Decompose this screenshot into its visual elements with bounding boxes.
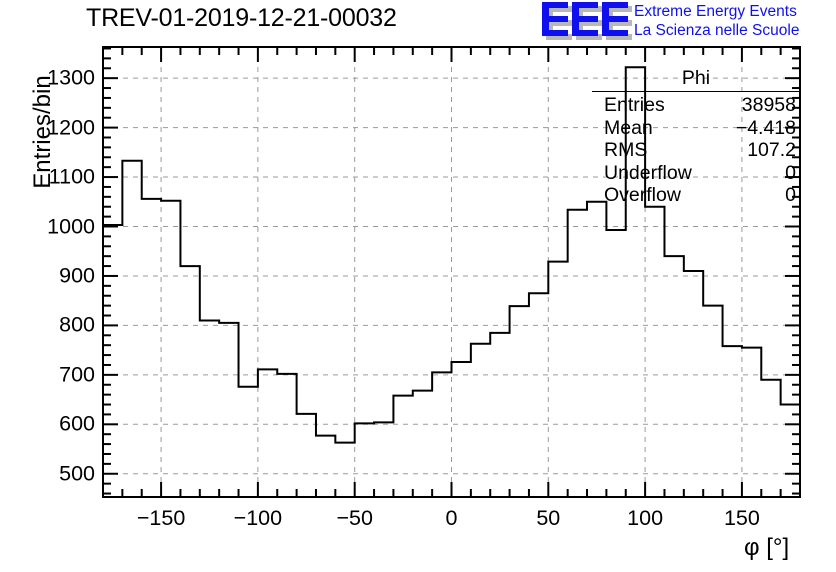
stats-divider [592,91,800,92]
x-tick-label: −150 [136,506,186,530]
stats-label: Underflow [604,161,692,184]
stats-label: Entries [604,94,665,116]
y-tick-label: 700 [59,362,95,387]
y-tick-label: 1300 [47,65,95,90]
y-tick-label: 1100 [48,164,95,189]
page-title: TREV-01-2019-12-21-00032 [86,4,397,32]
y-tick-label: 1000 [47,214,95,238]
stats-label: RMS [604,139,648,162]
y-tick-label: 800 [59,312,95,337]
stats-value: 38958 [741,94,796,116]
histogram-outline [102,66,801,497]
stats-box: Phi Entries 38958 Mean −4.418 RMS 107.2 Underf… [592,68,800,207]
eee-logo: Extreme Energy Events La Scienza nelle S… [542,2,799,42]
stats-rows: Entries 38958 Mean −4.418 RMS 107.2 Underflow 0… [592,94,800,207]
logo-line-2: La Scienza nelle Scuole [634,22,800,39]
x-axis-title: φ [°] [744,534,790,561]
x-tick-label: −50 [336,506,373,530]
y-tick-label: 600 [59,411,95,436]
stats-row: Underflow 0 [592,162,800,185]
x-tick-label: 50 [536,506,561,530]
stats-row: Overflow 0 [592,184,800,207]
stats-label: Mean [604,116,653,139]
logo-line-1: Extreme Energy Events [634,3,797,20]
stats-value: 0 [785,161,796,184]
x-tick-label: 100 [627,506,664,530]
plot-frame: 500 600 700 800 900 1000 1100 1200 1300 −150 −100−… [47,46,801,530]
stats-row: Entries 38958 [592,94,800,117]
stats-title: Phi [681,67,711,89]
histogram-plot [102,46,801,498]
eee-mark-icon [542,2,632,40]
y-tick-label: 1200 [47,115,95,140]
stats-row: RMS 107.2 [592,139,800,162]
stats-label: Overflow [604,184,681,207]
x-tick-label: −100 [233,506,283,530]
eee-logo-text: Extreme Energy Events La Scienza nelle S… [634,2,799,40]
stats-value: 107.2 [747,139,796,162]
x-tick-label: 150 [723,506,760,530]
stats-value: 0 [785,184,796,207]
stats-row: Mean −4.418 [592,117,800,140]
x-tick-label: 0 [445,506,458,530]
y-tick-label: 900 [59,263,95,288]
stats-value: −4.418 [735,116,796,139]
y-tick-label: 500 [59,461,95,486]
